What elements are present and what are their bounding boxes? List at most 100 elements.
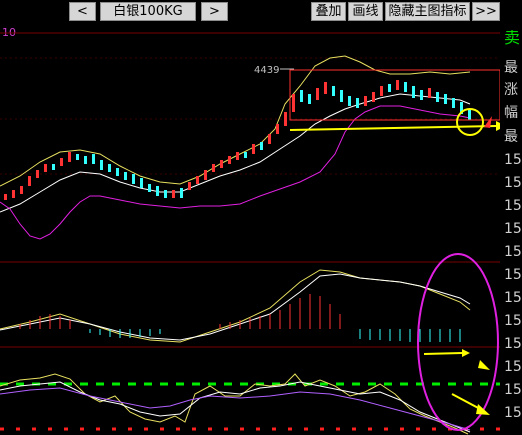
macd-arrow-head [462,349,470,357]
candle [300,90,303,102]
candle [412,86,415,98]
quote-sidebar: 卖 最 涨 幅 最 15 15 15 15 15 15 15 15 15 15 … [500,24,522,435]
candle [420,90,423,100]
sidebar-label-5: 15 [504,152,522,168]
sidebar-label-14: 15 [504,359,522,375]
candle [364,96,367,106]
sidebar-label-12: 15 [504,313,522,329]
boll-upper-line [0,55,471,187]
macd-arrow-mark [478,360,490,370]
candle [468,110,471,120]
sidebar-label-16: 15 [504,405,522,421]
candle [180,188,183,198]
candle [268,134,271,144]
candle [12,190,15,198]
chart-toolbar: < 白银100KG > 叠加 画线 隐藏主图指标 >> [0,0,522,24]
candle [324,82,327,94]
kdj-j-line [0,387,471,431]
macd-dea-line [0,273,471,341]
highlight-ellipse [417,253,499,431]
candle [444,94,447,104]
candle [4,194,7,200]
candle [396,80,399,90]
macd-histogram [19,294,461,342]
sidebar-label-9: 15 [504,244,522,260]
prev-symbol-button[interactable]: < [69,2,96,21]
candle [276,124,279,134]
boll-lower-line [0,105,471,240]
sidebar-label-2: 涨 [504,82,518,98]
kline-chart[interactable]: 4439 [0,24,500,435]
candle [308,94,311,104]
candle [36,170,39,178]
kdj-k-line [0,373,469,435]
sidebar-label-7: 15 [504,198,522,214]
range-box [289,69,500,121]
more-button[interactable]: >> [472,2,500,21]
candle [132,174,135,184]
candle [236,152,239,160]
sidebar-label-6: 15 [504,175,522,191]
candle [292,94,295,112]
candle [124,172,127,180]
candle [220,160,223,168]
candle [452,98,455,108]
sell-label: 卖 [504,30,521,46]
overlay-button[interactable]: 叠加 [311,2,346,21]
candle [148,184,151,192]
candle [332,86,335,96]
candle [404,82,407,92]
candle [212,164,215,172]
candle [100,160,103,170]
candle [116,168,119,176]
kdj-d-line [0,381,471,433]
sidebar-label-15: 15 [504,382,522,398]
sidebar-label-8: 15 [504,221,522,237]
candle [188,182,191,190]
candle [44,164,47,172]
candle [460,102,463,114]
candle [76,154,79,160]
candle [316,88,319,100]
candle [84,156,87,164]
symbol-name-button[interactable]: 白银100KG [100,2,196,21]
candle [196,176,199,184]
macd-arrow-line [423,352,463,355]
candle [172,190,175,198]
candle [372,92,375,102]
candle [428,88,431,98]
candle [380,86,383,96]
sidebar-label-4: 最 [504,129,518,145]
red-arrow-mark [484,116,492,128]
kdj-arrow-line [451,393,483,411]
sidebar-label-1: 最 [504,60,518,76]
sidebar-label-3: 幅 [504,105,518,121]
candle [340,90,343,102]
candle [20,186,23,194]
candle [52,164,55,170]
candle [260,142,263,150]
candle [284,112,287,126]
candle [164,190,167,198]
candle [244,152,247,158]
candle [92,154,95,164]
candle [204,170,207,180]
trend-arrow-head [496,121,500,131]
kdj-arrow-head [476,404,490,415]
trend-arrow-line [289,125,497,131]
candle [156,186,159,196]
candle [228,156,231,164]
candle [60,158,63,166]
candle [388,84,391,92]
draw-line-button[interactable]: 画线 [348,2,383,21]
candle [252,144,255,154]
highlight-circle [456,108,484,136]
candle [436,92,439,102]
boll-mid-line [0,93,471,213]
next-symbol-button[interactable]: > [201,2,228,21]
sidebar-label-10: 15 [504,267,522,283]
candle [140,178,143,188]
hide-main-indicator-button[interactable]: 隐藏主图指标 [385,2,470,21]
candle [28,176,31,186]
candle [356,98,359,108]
